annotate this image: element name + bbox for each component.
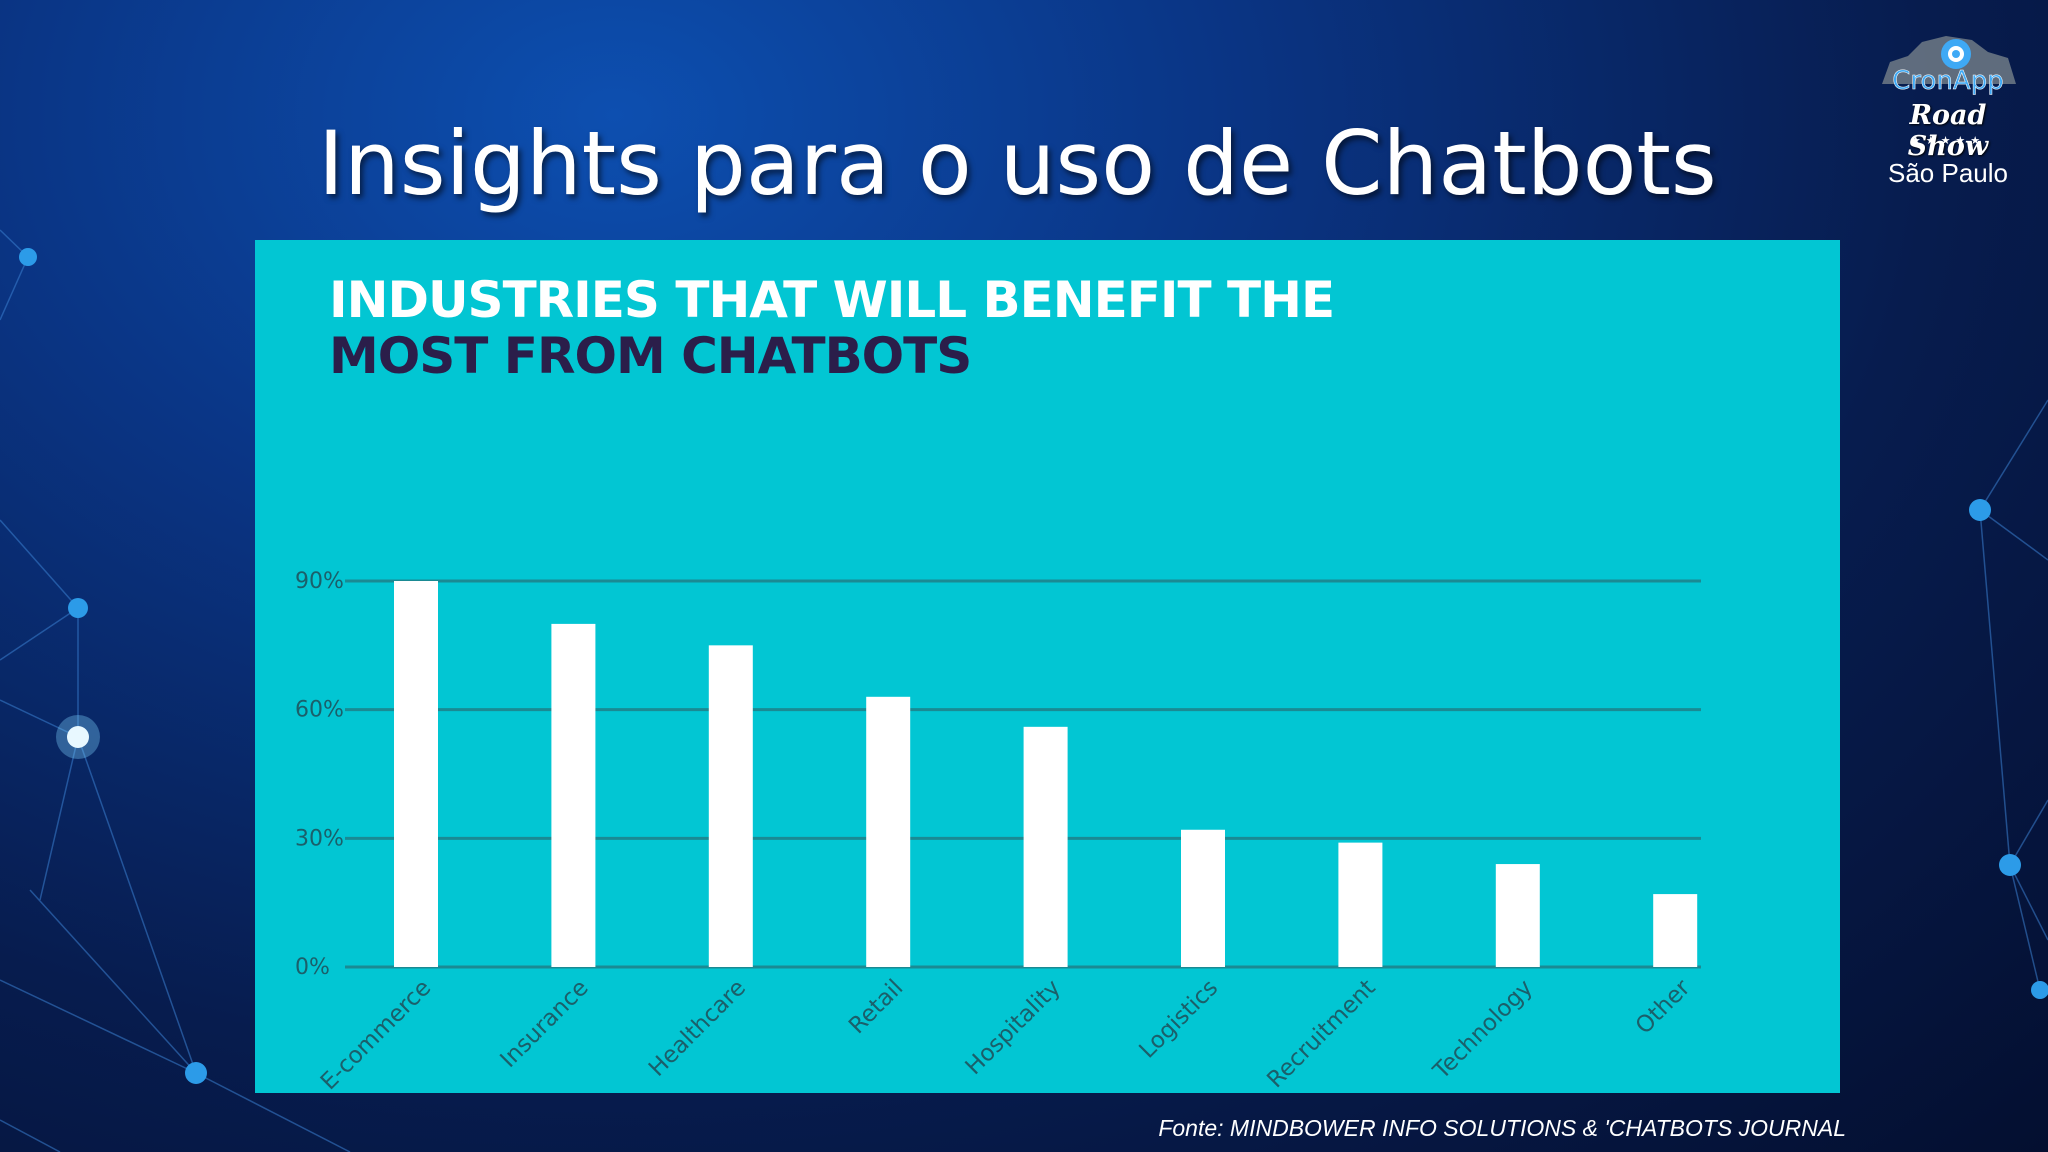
logo-event: Road Show [1907, 100, 1989, 162]
bar [708, 645, 753, 967]
logo-brand: CronApp [1892, 66, 2004, 97]
logo-city: São Paulo [1888, 158, 2008, 188]
chart-panel: 0% 30% 60% 90% E-commerce Insurance Healthcare… [255, 240, 1840, 1093]
x-tick-label: Insurance [495, 975, 593, 1073]
x-tick-label: Retail [844, 975, 908, 1039]
logo-stars: ★★★★★ [1910, 134, 1986, 147]
y-tick-label: 60% [295, 698, 344, 723]
bar [551, 623, 596, 967]
x-tick-label: E-commerce [316, 975, 436, 1093]
chart-title-line-2: MOST FROM CHATBOTS [329, 327, 972, 385]
y-tick-label: 30% [295, 826, 344, 851]
x-tick-label: Technology [1428, 975, 1538, 1085]
y-tick-label: 0% [295, 955, 330, 980]
bar [1181, 829, 1225, 967]
x-tick-label: Logistics [1135, 975, 1224, 1064]
bar [394, 581, 438, 967]
bar [1023, 726, 1068, 967]
x-tick-label: Other [1631, 974, 1696, 1039]
chart-title-line-1: INDUSTRIES THAT WILL BENEFIT THE [329, 271, 1335, 329]
source-note: Fonte: MINDBOWER INFO SOLUTIONS & 'CHATB… [1158, 1115, 1846, 1141]
chart-title: INDUSTRIES THAT WILL BENEFIT THE MOST FR… [329, 271, 1335, 385]
cloud-logo-icon [1882, 36, 2016, 84]
bar [1495, 864, 1540, 967]
slide-title: Insights para o uso de Chatbots [318, 112, 1717, 215]
cronapp-roadshow-logo: CronApp Road Show ★★★★★ São Paulo [1868, 22, 2028, 192]
x-tick-label: Hospitality [961, 975, 1066, 1080]
bar-chart: 0% 30% 60% 90% E-commerce Insurance Healthcare… [295, 569, 1701, 1093]
y-tick-label: 90% [295, 569, 344, 594]
bar [866, 696, 911, 967]
bar [1653, 894, 1698, 967]
bar [1338, 842, 1383, 967]
x-tick-label: Healthcare [644, 975, 751, 1082]
x-tick-label: Recruitment [1262, 975, 1380, 1093]
